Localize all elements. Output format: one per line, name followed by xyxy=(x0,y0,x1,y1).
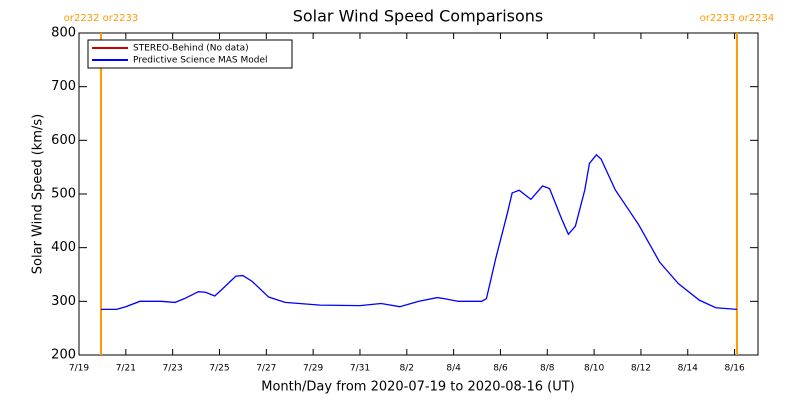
chart-title: Solar Wind Speed Comparisons xyxy=(293,7,544,26)
x-tick-label: 8/6 xyxy=(493,364,508,374)
legend-label: STEREO-Behind (No data) xyxy=(133,44,249,54)
x-tick-label: 7/25 xyxy=(209,364,229,374)
y-tick-label: 400 xyxy=(51,240,76,255)
x-tick-label: 7/31 xyxy=(350,364,370,374)
legend-label: Predictive Science MAS Model xyxy=(133,56,268,66)
marker-label: or2232 or2233 xyxy=(64,13,139,24)
x-tick-label: 8/2 xyxy=(400,364,414,374)
y-tick-label: 200 xyxy=(51,348,76,363)
x-tick-label: 8/16 xyxy=(724,364,744,374)
marker-label: or2233 or2234 xyxy=(700,13,775,24)
x-tick-label: 8/8 xyxy=(540,364,555,374)
x-tick-label: 8/10 xyxy=(584,364,604,374)
y-axis-label: Solar Wind Speed (km/s) xyxy=(31,114,46,274)
x-tick-label: 8/12 xyxy=(631,364,651,374)
x-tick-label: 8/14 xyxy=(678,364,698,374)
y-tick-label: 800 xyxy=(51,26,76,41)
y-tick-label: 500 xyxy=(51,187,76,202)
x-tick-label: 8/4 xyxy=(446,364,461,374)
x-tick-label: 7/21 xyxy=(116,364,136,374)
y-tick-label: 300 xyxy=(51,294,76,309)
x-axis-label: Month/Day from 2020-07-19 to 2020-08-16 … xyxy=(261,380,574,395)
x-tick-label: 7/29 xyxy=(303,364,323,374)
x-tick-label: 7/27 xyxy=(256,364,276,374)
x-tick-label: 7/23 xyxy=(163,364,183,374)
x-tick-label: 7/19 xyxy=(69,364,89,374)
y-tick-label: 700 xyxy=(51,79,76,94)
series-line xyxy=(101,153,737,311)
y-tick-label: 600 xyxy=(51,133,76,148)
legend-box xyxy=(87,39,293,69)
